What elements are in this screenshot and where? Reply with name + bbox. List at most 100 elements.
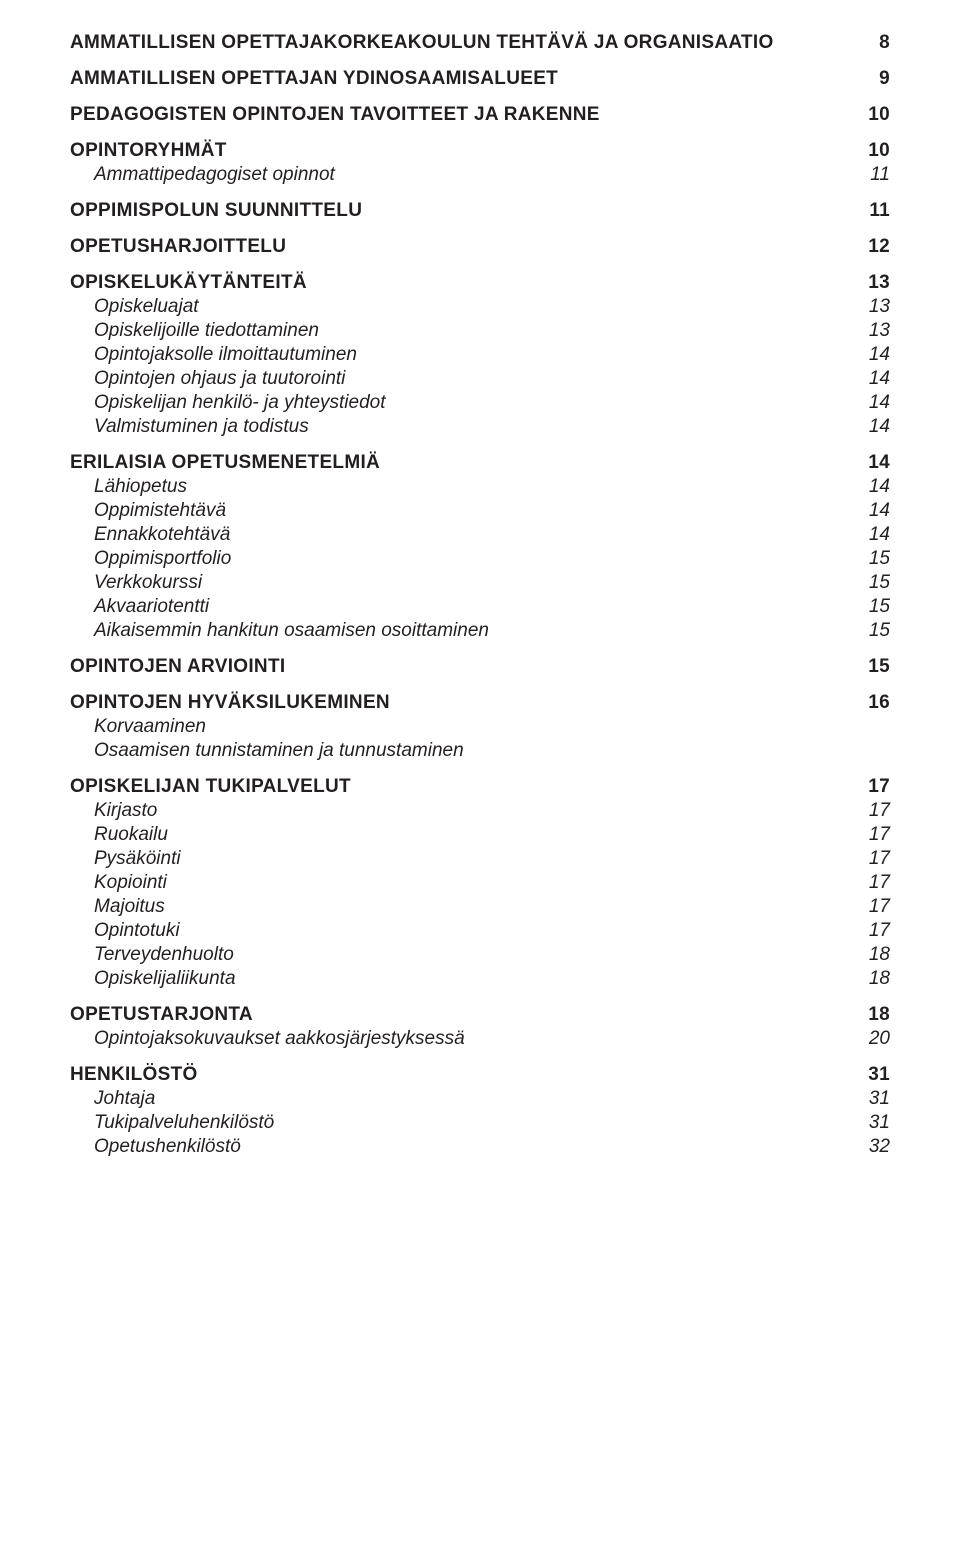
toc-page-number: 10 (850, 140, 890, 162)
toc-page-number: 17 (850, 920, 890, 942)
toc-row: OPETUSHARJOITTELU12 (70, 222, 890, 258)
toc-row: Akvaariotentti 15 (70, 594, 890, 618)
toc-page-number: 18 (850, 1004, 890, 1026)
toc-row: OPINTOJEN HYVÄKSILUKEMINEN16 (70, 678, 890, 714)
toc-subitem: Majoitus (70, 896, 165, 918)
toc-row: Opiskelijaliikunta 18 (70, 966, 890, 990)
toc-heading: OPINTOJEN ARVIOINTI (70, 656, 285, 678)
toc-row: Opintojen ohjaus ja tuutorointi 14 (70, 366, 890, 390)
toc-row: Ammattipedagogiset opinnot11 (70, 162, 890, 186)
toc-subitem: Opiskelijaliikunta (70, 968, 236, 990)
toc-heading: AMMATILLISEN OPETTAJAKORKEAKOULUN TEHTÄV… (70, 32, 774, 54)
toc-row: Korvaaminen (70, 714, 890, 738)
toc-page-number: 10 (850, 104, 890, 126)
toc-page-number: 15 (850, 572, 890, 594)
toc-heading: ERILAISIA OPETUSMENETELMIÄ (70, 452, 380, 474)
toc-heading: OPINTOJEN HYVÄKSILUKEMINEN (70, 692, 390, 714)
toc-subitem: Ruokailu (70, 824, 168, 846)
toc-row: Osaamisen tunnistaminen ja tunnustaminen (70, 738, 890, 762)
toc-subitem: Oppimisportfolio (70, 548, 231, 570)
toc-heading: OPISKELUKÄYTÄNTEITÄ (70, 272, 307, 294)
toc-page-number: 14 (850, 368, 890, 390)
toc-subitem: Akvaariotentti (70, 596, 209, 618)
toc-heading: OPPIMISPOLUN SUUNNITTELU (70, 200, 362, 222)
toc-subitem: Lähiopetus (70, 476, 187, 498)
toc-row: Lähiopetus 14 (70, 474, 890, 498)
toc-page-number: 11 (850, 164, 890, 186)
toc-page-number: 17 (850, 848, 890, 870)
toc-subitem: Tukipalveluhenkilöstö (70, 1112, 274, 1134)
toc-page-number: 17 (850, 776, 890, 798)
toc-heading: OPETUSTARJONTA (70, 1004, 253, 1026)
toc-row: Aikaisemmin hankitun osaamisen osoittami… (70, 618, 890, 642)
toc-page-number: 17 (850, 800, 890, 822)
toc-heading: PEDAGOGISTEN OPINTOJEN TAVOITTEET JA RAK… (70, 104, 600, 126)
toc-subitem: Kirjasto (70, 800, 157, 822)
toc-row: Opiskelijan henkilö- ja yhteystiedot 14 (70, 390, 890, 414)
toc-page-number: 15 (850, 596, 890, 618)
toc-subitem: Opiskelijan henkilö- ja yhteystiedot (70, 392, 386, 414)
toc-row: Opetushenkilöstö 32 (70, 1134, 890, 1158)
toc-row: OPISKELUKÄYTÄNTEITÄ13 (70, 258, 890, 294)
toc-row: HENKILÖSTÖ 31 (70, 1050, 890, 1086)
toc-page-number: 31 (850, 1112, 890, 1134)
toc-page-number: 18 (850, 968, 890, 990)
toc-page-number: 14 (850, 392, 890, 414)
toc-page-number: 11 (850, 200, 890, 222)
toc-row: OPINTOJEN ARVIOINTI 15 (70, 642, 890, 678)
toc-subitem: Terveydenhuolto (70, 944, 234, 966)
toc-row: Oppimistehtävä14 (70, 498, 890, 522)
toc-page-number: 15 (850, 620, 890, 642)
toc-subitem: Ennakkotehtävä (70, 524, 230, 546)
toc-row: Verkkokurssi 15 (70, 570, 890, 594)
toc-subitem: Korvaaminen (70, 716, 206, 738)
toc-subitem: Opintojen ohjaus ja tuutorointi (70, 368, 345, 390)
toc-heading: OPINTORYHMÄT (70, 140, 227, 162)
toc-page-number: 17 (850, 872, 890, 894)
toc-row: AMMATILLISEN OPETTAJAKORKEAKOULUN TEHTÄV… (70, 32, 890, 54)
toc-heading: HENKILÖSTÖ (70, 1064, 198, 1086)
toc-page-number: 13 (850, 296, 890, 318)
toc-subitem: Opintojaksolle ilmoittautuminen (70, 344, 357, 366)
toc-page-number: 14 (850, 452, 890, 474)
toc-heading: OPISKELIJAN TUKIPALVELUT (70, 776, 351, 798)
toc-row: Tukipalveluhenkilöstö 31 (70, 1110, 890, 1134)
toc-row: Terveydenhuolto18 (70, 942, 890, 966)
toc-row: Kopiointi 17 (70, 870, 890, 894)
toc-page: AMMATILLISEN OPETTAJAKORKEAKOULUN TEHTÄV… (0, 0, 960, 1561)
toc-row: Johtaja31 (70, 1086, 890, 1110)
toc-row: OPINTORYHMÄT 10 (70, 126, 890, 162)
toc-row: Opiskelijoille tiedottaminen13 (70, 318, 890, 342)
toc-heading: AMMATILLISEN OPETTAJAN YDINOSAAMISALUEET (70, 68, 558, 90)
toc-row: PEDAGOGISTEN OPINTOJEN TAVOITTEET JA RAK… (70, 90, 890, 126)
toc-subitem: Opintojaksokuvaukset aakkosjärjestyksess… (70, 1028, 465, 1050)
toc-subitem: Opiskeluajat (70, 296, 199, 318)
toc-subitem: Verkkokurssi (70, 572, 202, 594)
toc-page-number: 9 (850, 68, 890, 90)
toc-page-number: 20 (850, 1028, 890, 1050)
toc-row: Kirjasto 17 (70, 798, 890, 822)
toc-subitem: Kopiointi (70, 872, 167, 894)
toc-row: Opintotuki17 (70, 918, 890, 942)
toc-row: Opintojaksokuvaukset aakkosjärjestyksess… (70, 1026, 890, 1050)
toc-subitem: Oppimistehtävä (70, 500, 226, 522)
toc-page-number: 15 (850, 656, 890, 678)
toc-subitem: Osaamisen tunnistaminen ja tunnustaminen (70, 740, 464, 762)
toc-row: Oppimisportfolio 15 (70, 546, 890, 570)
toc-subitem: Aikaisemmin hankitun osaamisen osoittami… (70, 620, 489, 642)
toc-subitem: Opetushenkilöstö (70, 1136, 241, 1158)
toc-row: Pysäköinti17 (70, 846, 890, 870)
toc-row: OPPIMISPOLUN SUUNNITTELU 11 (70, 186, 890, 222)
toc-row: Valmistuminen ja todistus14 (70, 414, 890, 438)
toc-row: ERILAISIA OPETUSMENETELMIÄ 14 (70, 438, 890, 474)
toc-subitem: Valmistuminen ja todistus (70, 416, 309, 438)
toc-row: Ruokailu17 (70, 822, 890, 846)
toc-page-number: 31 (850, 1064, 890, 1086)
toc-row: Majoitus17 (70, 894, 890, 918)
toc-page-number: 14 (850, 476, 890, 498)
toc-page-number: 32 (850, 1136, 890, 1158)
toc-row: Opiskeluajat 13 (70, 294, 890, 318)
toc-page-number: 15 (850, 548, 890, 570)
toc-page-number: 14 (850, 344, 890, 366)
toc-row: Ennakkotehtävä14 (70, 522, 890, 546)
